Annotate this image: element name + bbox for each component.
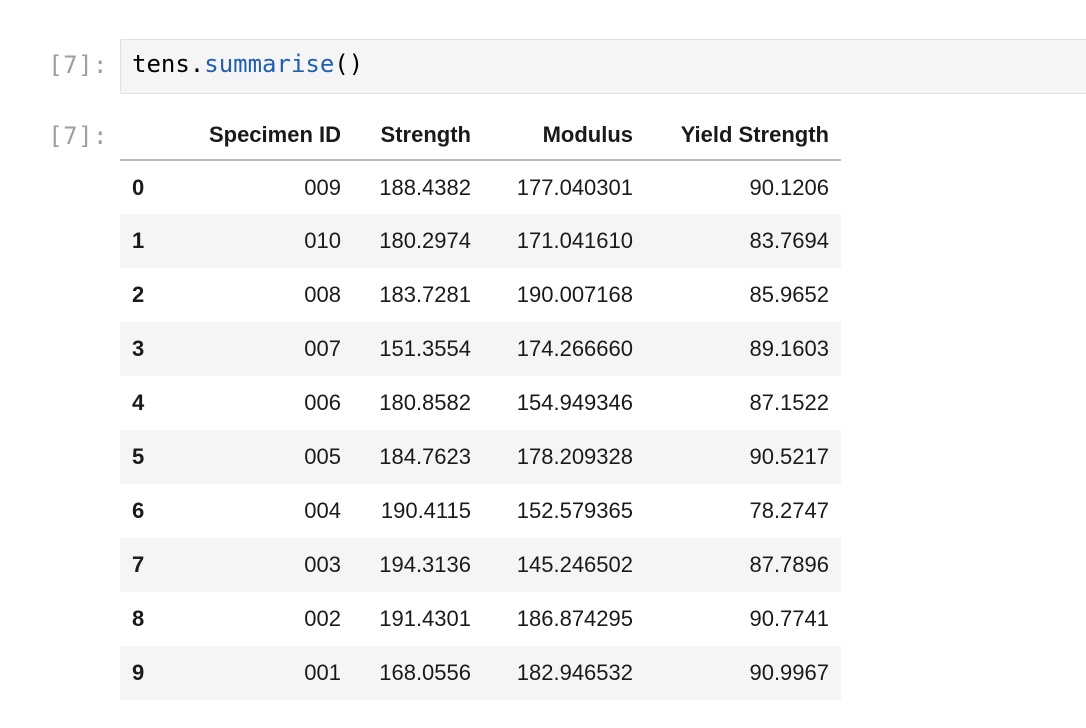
row-index: 5 [132,444,145,469]
row-index: 2 [132,282,145,307]
table-row: 4 006 180.8582 154.949346 87.1522 [120,376,841,430]
table-cell-yield-strength: 83.7694 [749,228,829,253]
dataframe-table: Specimen ID Strength Modulus Yield Stren… [120,110,841,700]
table-cell-specimen-id: 002 [304,606,341,631]
table-row: 7 003 194.3136 145.246502 87.7896 [120,538,841,592]
table-cell-strength: 180.2974 [379,228,471,253]
table-cell-specimen-id: 001 [304,660,341,685]
table-row: 5 005 184.7623 178.209328 90.5217 [120,430,841,484]
table-cell-modulus: 171.041610 [516,228,633,253]
table-cell-specimen-id: 003 [304,552,341,577]
table-row: 8 002 191.4301 186.874295 90.7741 [120,592,841,646]
table-cell-specimen-id: 008 [304,282,341,307]
input-cell[interactable]: [7]: tens.summarise() [0,39,1086,96]
table-cell-yield-strength: 90.1206 [749,174,829,200]
output-cell: [7]: Specimen ID Strength Modulus Yield … [0,110,1086,710]
table-cell-strength: 191.4301 [379,606,471,631]
table-cell-specimen-id: 007 [304,336,341,361]
row-index: 9 [132,660,145,685]
table-cell-yield-strength: 85.9652 [749,282,829,307]
row-index: 1 [132,228,145,253]
input-prompt: [7]: [48,51,108,79]
table-cell-specimen-id: 009 [304,174,341,200]
table-cell-strength: 183.7281 [379,282,471,307]
table-cell-modulus: 182.946532 [516,660,633,685]
table-cell-modulus: 186.874295 [516,606,633,631]
table-cell-modulus: 178.209328 [516,444,633,469]
column-header: Specimen ID [174,110,353,161]
table-cell-strength: 190.4115 [380,498,471,523]
column-header: Yield Strength [645,110,841,161]
row-index: 0 [132,174,145,200]
code-object-name: tens [132,50,190,78]
table-cell-modulus: 190.007168 [516,282,633,307]
row-index: 4 [132,390,145,415]
table-cell-modulus: 152.579365 [516,498,633,523]
row-index: 3 [132,336,145,361]
code-method-name: summarise [204,50,335,78]
table-cell-strength: 180.8582 [379,390,471,415]
table-cell-modulus: 145.246502 [516,552,633,577]
table-cell-strength: 194.3136 [379,552,471,577]
table-cell-yield-strength: 89.1603 [749,336,829,361]
table-cell-yield-strength: 90.5217 [749,444,829,469]
table-cell-modulus: 174.266660 [516,336,633,361]
table-cell-yield-strength: 87.7896 [749,552,829,577]
row-index: 7 [132,552,145,577]
table-cell-specimen-id: 006 [304,390,341,415]
table-row: 2 008 183.7281 190.007168 85.9652 [120,268,841,322]
output-prompt: [7]: [48,122,108,150]
table-cell-strength: 151.3554 [379,336,471,361]
code-editor[interactable]: tens.summarise() [120,39,1086,94]
table-cell-strength: 168.0556 [379,660,471,685]
table-cell-specimen-id: 005 [304,444,341,469]
row-index: 8 [132,606,145,631]
table-cell-yield-strength: 78.2747 [749,498,829,523]
table-row: 6 004 190.4115 152.579365 78.2747 [120,484,841,538]
table-row: 3 007 151.3554 174.266660 89.1603 [120,322,841,376]
index-header [120,110,174,161]
table-cell-strength: 184.7623 [379,444,471,469]
row-index: 6 [132,498,145,523]
table-header-row: Specimen ID Strength Modulus Yield Stren… [120,110,841,161]
code-dot: . [189,50,205,78]
column-header: Strength [353,110,483,161]
table-row: 0 009 188.4382 177.040301 90.1206 [120,160,841,214]
table-cell-modulus: 177.040301 [516,174,633,200]
table-cell-yield-strength: 87.1522 [749,390,829,415]
table-row: 9 001 168.0556 182.946532 90.9967 [120,646,841,700]
code-parens: () [334,50,364,78]
table-cell-specimen-id: 010 [304,228,341,253]
table-cell-yield-strength: 90.9967 [749,660,829,685]
table-cell-yield-strength: 90.7741 [749,606,829,631]
table-cell-strength: 188.4382 [379,174,471,200]
table-cell-modulus: 154.949346 [516,390,633,415]
column-header: Modulus [483,110,645,161]
table-cell-specimen-id: 004 [304,498,341,523]
table-row: 1 010 180.2974 171.041610 83.7694 [120,214,841,268]
